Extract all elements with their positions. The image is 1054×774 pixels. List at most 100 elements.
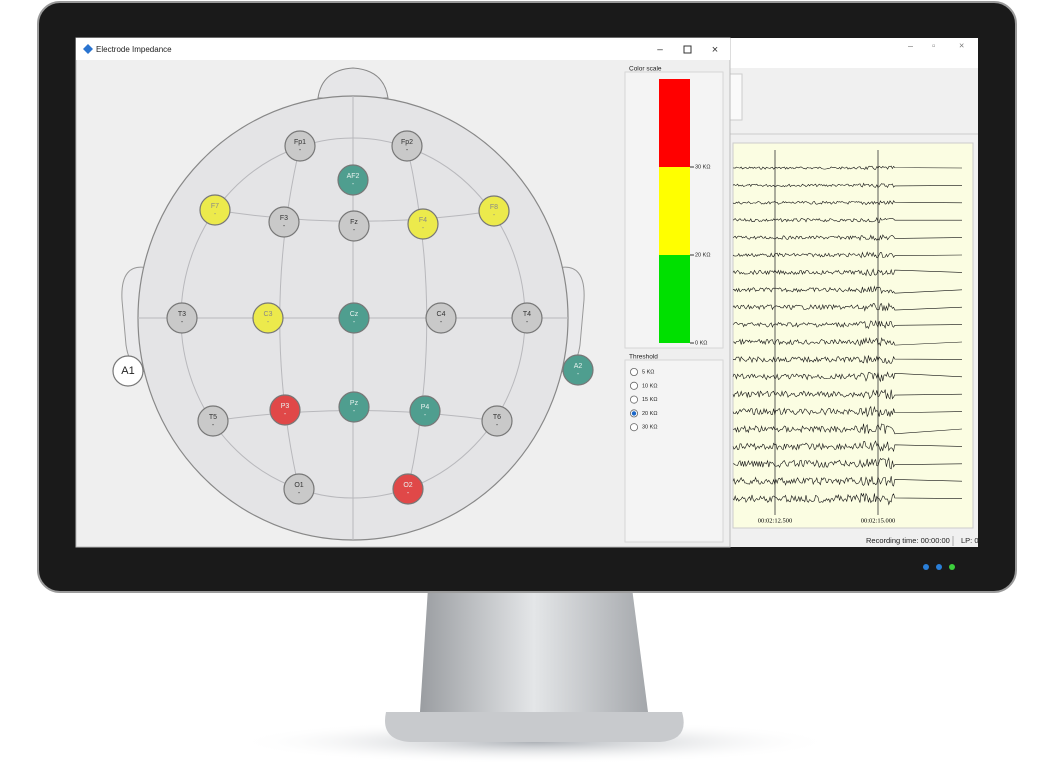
electrode-value: - [406, 147, 409, 154]
electrode-dot[interactable] [511, 302, 543, 334]
close[interactable]: × [959, 40, 964, 50]
electrode[interactable]: AF2- [337, 164, 369, 196]
eeg-trace [732, 234, 963, 241]
electrode-dot[interactable] [409, 395, 441, 427]
electrode[interactable]: P3- [269, 394, 301, 426]
electrode[interactable]: Pz- [338, 391, 370, 423]
electrode[interactable]: T3- [166, 302, 198, 334]
eeg-trace [732, 405, 963, 418]
electrode-dot[interactable] [391, 130, 423, 162]
scale-band [659, 79, 690, 167]
electrode-dot[interactable] [481, 405, 513, 437]
electrode[interactable]: Fp2- [391, 130, 423, 162]
scrollbar[interactable] [729, 73, 743, 121]
threshold-option[interactable]: 5 KΩ [630, 367, 654, 376]
electrode-dot[interactable] [268, 206, 300, 238]
electrode[interactable]: C4- [425, 302, 457, 334]
threshold-option[interactable]: 30 KΩ [630, 423, 657, 432]
status-lp: LP: 0 [961, 536, 979, 545]
color-scale-title: Color scale [629, 66, 662, 73]
eeg-trace [732, 268, 963, 277]
electrode-value: - [283, 223, 286, 230]
electrode[interactable]: F8- [478, 195, 510, 227]
electrode-dot[interactable] [252, 302, 284, 334]
electrode-dot[interactable] [392, 473, 424, 505]
threshold-title: Threshold [629, 354, 658, 361]
electrode-value: - [526, 319, 529, 326]
radio-label[interactable]: 10 KΩ [642, 383, 657, 389]
minimize[interactable]: – [657, 45, 663, 56]
electrode-dot[interactable] [338, 391, 370, 423]
electrode[interactable]: O2- [392, 473, 424, 505]
electrode[interactable]: Cz- [338, 302, 370, 334]
radio[interactable] [630, 423, 639, 432]
stand-base [385, 712, 684, 742]
window-title: Electrode Impedance [96, 45, 172, 54]
electrode[interactable]: T5- [197, 405, 229, 437]
electrode-value: - [353, 227, 356, 234]
radio-dot[interactable] [631, 411, 637, 416]
threshold-option[interactable]: 20 KΩ [630, 409, 657, 418]
radio[interactable] [630, 395, 639, 404]
close[interactable]: × [712, 44, 718, 56]
electrode-dot[interactable] [562, 354, 594, 386]
eeg-trace [732, 302, 963, 312]
electrode-value: - [181, 319, 184, 326]
radio-label[interactable]: 30 KΩ [642, 425, 657, 431]
electrode[interactable]: O1- [283, 473, 315, 505]
electrode[interactable]: C3- [252, 302, 284, 334]
restore[interactable]: ▫ [932, 40, 935, 50]
electrode[interactable]: T6- [481, 405, 513, 437]
eeg-plot [732, 142, 974, 529]
electrode-label: T5 [209, 414, 217, 421]
electrode[interactable]: F7- [199, 194, 231, 226]
electrode-label: F3 [280, 215, 288, 222]
electrode[interactable]: F4- [407, 208, 439, 240]
window-titlebar [76, 38, 730, 60]
electrode-value: - [352, 181, 355, 188]
eeg-trace [732, 251, 963, 259]
electrode-dot[interactable] [425, 302, 457, 334]
radio[interactable] [630, 381, 639, 390]
electrode[interactable]: F3- [268, 206, 300, 238]
electrode[interactable]: T4- [511, 302, 543, 334]
electrode[interactable]: A2- [562, 354, 594, 386]
threshold-option[interactable]: 15 KΩ [630, 395, 657, 404]
electrode-dot[interactable] [283, 473, 315, 505]
time-label: 00:02:12.500 [758, 517, 793, 524]
threshold-option[interactable]: 10 KΩ [630, 381, 657, 390]
eeg-trace [732, 285, 963, 295]
electrode-dot[interactable] [112, 355, 144, 387]
electrode-dot[interactable] [269, 394, 301, 426]
electrode[interactable]: Fp1- [284, 130, 316, 162]
electrode-dot[interactable] [197, 405, 229, 437]
eeg-trace [732, 182, 963, 188]
time-label: 00:02:15.000 [861, 517, 896, 524]
electrode-label: T3 [178, 311, 186, 318]
electrode-dot[interactable] [407, 208, 439, 240]
scale-label: 20 KΩ [695, 252, 710, 258]
electrode[interactable]: P4- [409, 395, 441, 427]
radio-label[interactable]: 5 KΩ [642, 369, 654, 375]
electrode-dot[interactable] [338, 302, 370, 334]
electrode-dot[interactable] [338, 210, 370, 242]
radio-label[interactable]: 15 KΩ [642, 397, 657, 403]
maximize[interactable] [683, 45, 692, 54]
electrode-dot[interactable] [166, 302, 198, 334]
radio[interactable] [630, 367, 639, 376]
electrode[interactable]: Fz- [338, 210, 370, 242]
electrode-label: C4 [437, 311, 446, 318]
electrode-dot[interactable] [199, 194, 231, 226]
electrode-dot[interactable] [478, 195, 510, 227]
eeg-trace [732, 476, 963, 487]
minimize[interactable]: – [908, 40, 913, 50]
electrode-value: - [299, 147, 302, 154]
radio-label[interactable]: 20 KΩ [642, 411, 657, 417]
electrode-dot[interactable] [337, 164, 369, 196]
electrode-label: T4 [523, 311, 531, 318]
electrode[interactable]: A1 [112, 355, 144, 387]
electrode-dot[interactable] [284, 130, 316, 162]
electrode-value: - [298, 490, 301, 497]
eeg-trace [732, 336, 963, 347]
